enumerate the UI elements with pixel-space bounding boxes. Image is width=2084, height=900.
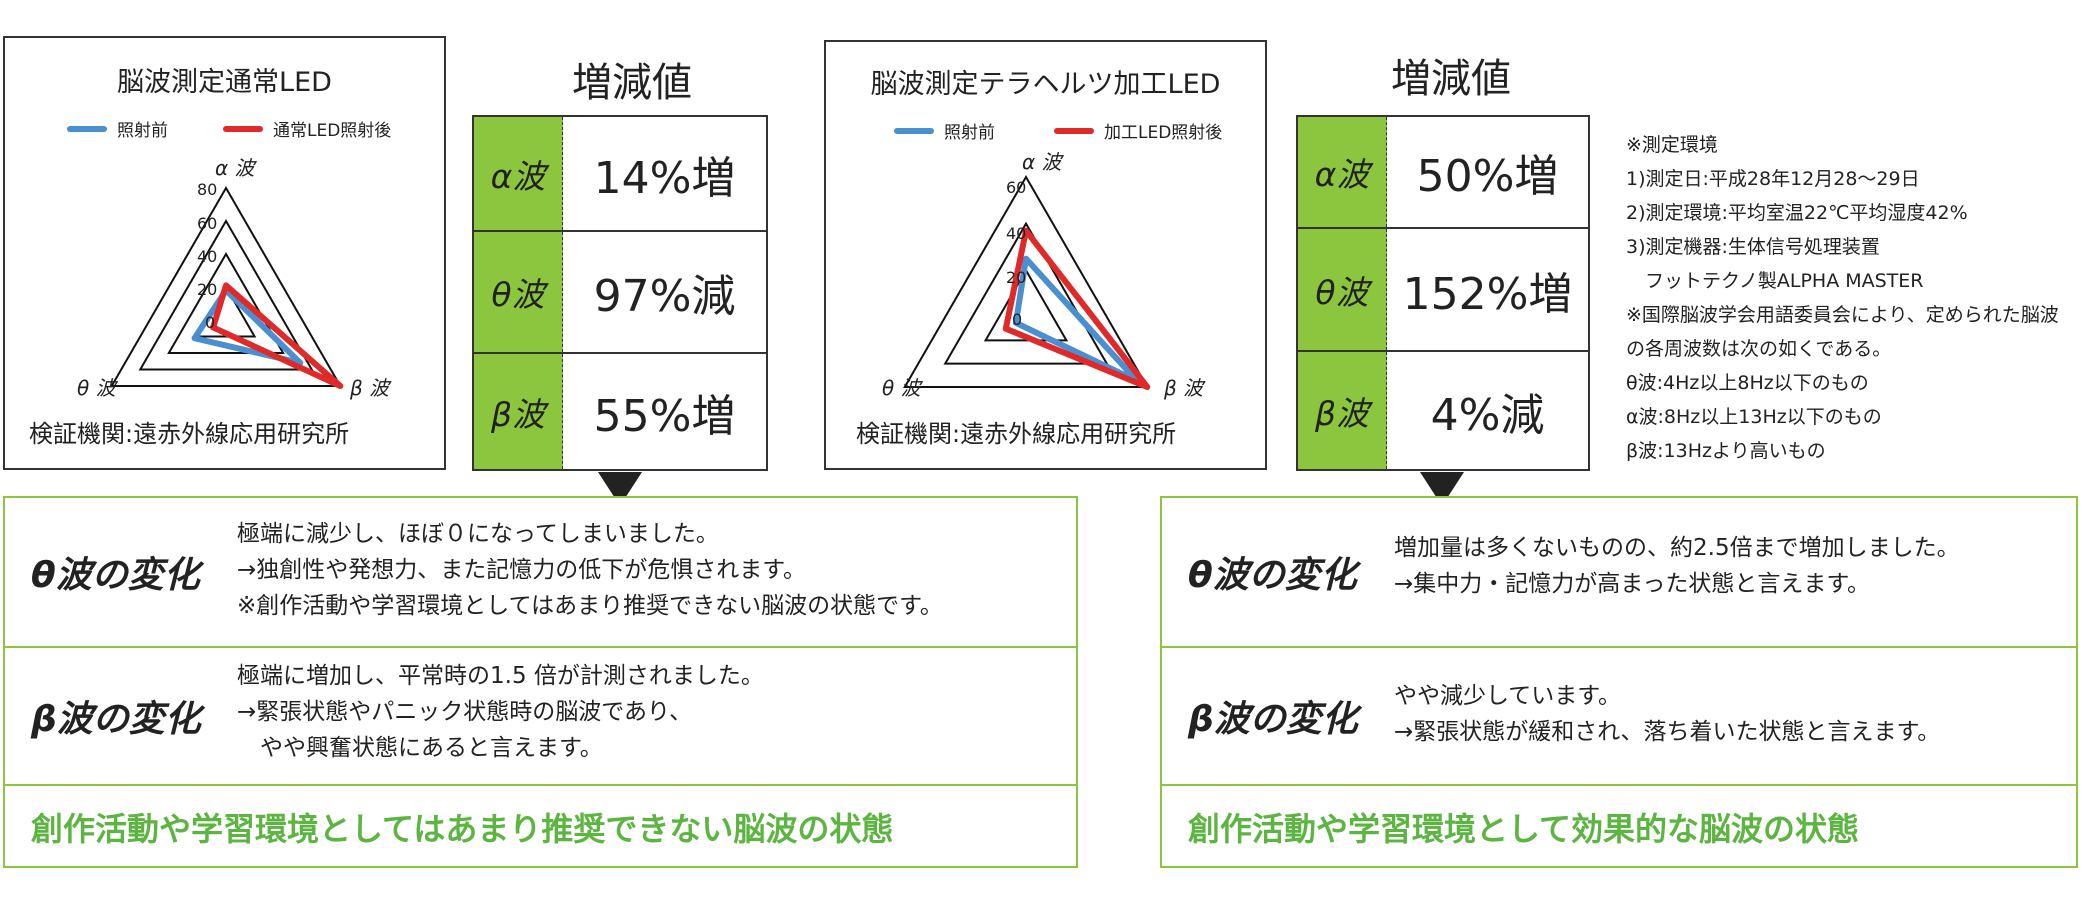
diff-row-theta: θ波 97%減 bbox=[474, 232, 766, 354]
chart-title: 脳波測定テラヘルツ加工LED bbox=[870, 69, 1221, 100]
tick-label: 20 bbox=[1006, 268, 1027, 287]
analysis-panel-right: θ波の変化 増加量は多くないものの、約2.5倍まで増加しました。 →集中力・記憶… bbox=[1160, 496, 2078, 868]
legend-label-before: 照射前 bbox=[944, 123, 995, 143]
source-credit: 検証機関:遠赤外線応用研究所 bbox=[856, 420, 1177, 448]
tick-label: 40 bbox=[197, 247, 218, 266]
theta-change-row: θ波の変化 増加量は多くないものの、約2.5倍まで増加しました。 →集中力・記憶… bbox=[1162, 498, 2076, 648]
tick-label: 60 bbox=[197, 214, 218, 233]
radar-plot bbox=[903, 175, 1151, 390]
grid-ring bbox=[138, 218, 314, 371]
diff-label: β波 bbox=[1298, 352, 1387, 469]
axis-label-theta: θ 波 bbox=[77, 376, 116, 400]
grid-ring bbox=[109, 185, 343, 387]
diff-value: 4%減 bbox=[1430, 389, 1545, 441]
series-after bbox=[1002, 227, 1151, 390]
axis-label-alpha: α 波 bbox=[215, 156, 255, 180]
diff-value: 50%増 bbox=[1416, 151, 1559, 202]
axis-label-beta: β 波 bbox=[350, 376, 390, 400]
radar-chart-normal-led: 脳波測定通常LED 照射前 通常LED照射後 α 波 β 波 θ 波 80 60… bbox=[3, 36, 446, 470]
legend-label-before: 照射前 bbox=[117, 121, 168, 141]
diff-label: α波 bbox=[474, 117, 563, 230]
theta-change-text: 増加量は多くないものの、約2.5倍まで増加しました。 →集中力・記憶力が高まった… bbox=[1394, 535, 1960, 597]
theta-change-text: 極端に減少し、ほぼ０になってしまいました。 →独創性や発想力、また記憶力の低下が… bbox=[237, 521, 943, 619]
diff-label: θ波 bbox=[1298, 229, 1387, 350]
source-credit: 検証機関:遠赤外線応用研究所 bbox=[29, 420, 350, 448]
diff-row-alpha: α波 14%増 bbox=[474, 117, 766, 232]
legend-item-before: 照射前 bbox=[894, 118, 995, 143]
conclusion-text: 創作活動や学習環境としてはあまり推奨できない脳波の状態 bbox=[31, 810, 894, 848]
beta-change-text: 極端に増加し、平常時の1.5 倍が計測されました。 →緊張状態やパニック状態時の… bbox=[237, 663, 764, 761]
legend-swatch-before bbox=[894, 127, 934, 134]
grid-ring bbox=[983, 268, 1069, 342]
tick-label: 0 bbox=[205, 313, 216, 332]
legend-item-after: 通常LED照射後 bbox=[223, 116, 391, 141]
diff-value: 14%増 bbox=[593, 152, 736, 204]
diff-value: 55%増 bbox=[593, 390, 736, 442]
axis-label-beta: β 波 bbox=[1164, 376, 1204, 400]
diff-label: α波 bbox=[1298, 117, 1387, 227]
diff-value: 152%増 bbox=[1402, 268, 1573, 320]
diff-label: θ波 bbox=[474, 232, 563, 352]
legend-label-after: 加工LED照射後 bbox=[1104, 123, 1223, 143]
legend-swatch-after bbox=[223, 125, 263, 132]
diff-table-right: α波 50%増 θ波 152%増 β波 4%減 bbox=[1296, 115, 1590, 471]
legend-swatch-before bbox=[67, 125, 107, 132]
tick-label: 60 bbox=[1006, 178, 1027, 197]
tick-label: 0 bbox=[1012, 310, 1023, 329]
diff-row-beta: β波 4%減 bbox=[1298, 352, 1588, 469]
measurement-notes: ※測定環境 1)測定日:平成28年12月28～29日 2)測定環境:平均室温22… bbox=[1626, 134, 2059, 462]
beta-change-row: β波の変化 やや減少しています。 →緊張状態が緩和され、落ち着いた状態と言えます… bbox=[1162, 648, 2076, 786]
beta-change-text: やや減少しています。 →緊張状態が緩和され、落ち着いた状態と言えます。 bbox=[1394, 683, 1941, 745]
grid-ring bbox=[943, 221, 1109, 365]
legend-label-after: 通常LED照射後 bbox=[273, 121, 392, 141]
axis-label-theta: θ 波 bbox=[882, 376, 921, 400]
axis-label-alpha: α 波 bbox=[1022, 150, 1062, 174]
series-before bbox=[191, 287, 304, 366]
radar-chart-terahertz-led: 脳波測定テラヘルツ加工LED 照射前 加工LED照射後 α 波 β 波 θ 波 … bbox=[824, 40, 1267, 470]
beta-change-heading: β波の変化 bbox=[1188, 699, 1358, 740]
radar-plot bbox=[109, 185, 344, 389]
beta-change-heading: β波の変化 bbox=[31, 699, 201, 740]
tick-label: 80 bbox=[197, 180, 218, 199]
legend-item-before: 照射前 bbox=[67, 116, 168, 141]
diff-label: β波 bbox=[474, 354, 563, 469]
diff-row-theta: θ波 152%増 bbox=[1298, 229, 1588, 352]
theta-change-heading: θ波の変化 bbox=[31, 555, 200, 596]
grid-ring bbox=[903, 175, 1149, 388]
conclusion-text: 創作活動や学習環境として効果的な脳波の状態 bbox=[1188, 810, 1860, 848]
diff-table-left: α波 14%増 θ波 97%減 β波 55%増 bbox=[472, 115, 768, 471]
grid-ring bbox=[167, 252, 285, 354]
analysis-panel-left: θ波の変化 極端に減少し、ほぼ０になってしまいました。 →独創性や発想力、また記… bbox=[3, 496, 1078, 868]
tick-label: 40 bbox=[1006, 224, 1027, 243]
chart-title: 脳波測定通常LED bbox=[117, 67, 332, 98]
diff-title: 増減値 bbox=[572, 60, 692, 106]
beta-change-row: β波の変化 極端に増加し、平常時の1.5 倍が計測されました。 →緊張状態やパニ… bbox=[5, 648, 1076, 786]
tick-label: 20 bbox=[197, 280, 218, 299]
diff-value: 97%減 bbox=[593, 271, 736, 322]
theta-change-row: θ波の変化 極端に減少し、ほぼ０になってしまいました。 →独創性や発想力、また記… bbox=[5, 498, 1076, 648]
diff-title: 増減値 bbox=[1391, 56, 1511, 102]
theta-change-heading: θ波の変化 bbox=[1188, 555, 1357, 596]
series-before bbox=[1012, 255, 1141, 385]
legend-item-after: 加工LED照射後 bbox=[1054, 118, 1222, 143]
legend-swatch-after bbox=[1054, 127, 1094, 134]
series-after bbox=[210, 282, 344, 389]
diff-row-beta: β波 55%増 bbox=[474, 354, 766, 469]
diff-row-alpha: α波 50%増 bbox=[1298, 117, 1588, 229]
